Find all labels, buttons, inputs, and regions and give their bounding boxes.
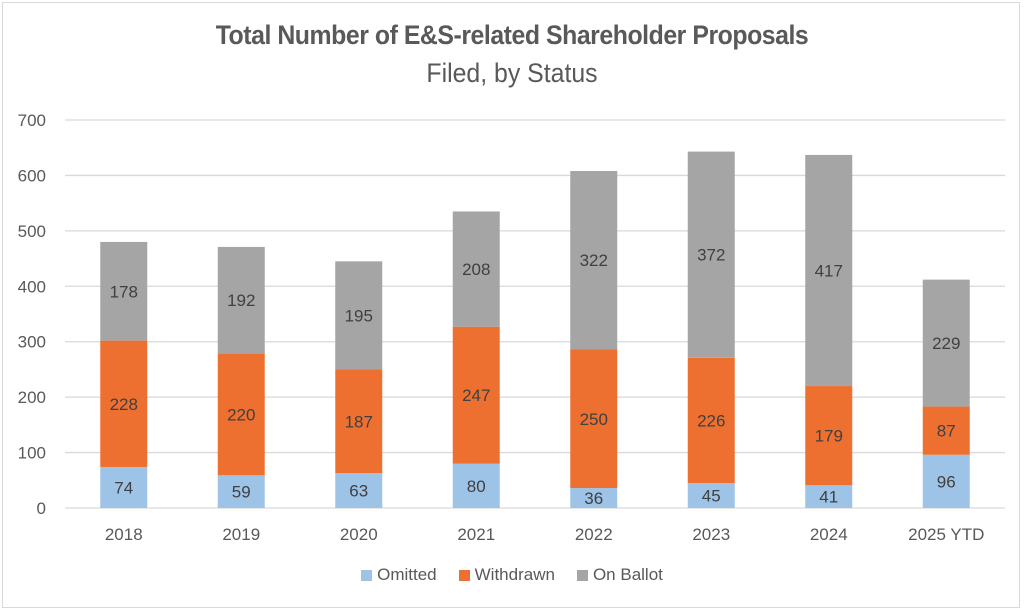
x-tick-label: 2022 (575, 525, 613, 544)
data-label-omitted: 96 (937, 472, 956, 491)
bar-omitted (687, 483, 735, 508)
y-tick-label: 600 (18, 166, 46, 185)
data-label-omitted: 41 (819, 488, 838, 507)
x-tick-label: 2018 (105, 525, 143, 544)
y-tick-label: 0 (37, 499, 46, 518)
x-tick-label: 2019 (222, 525, 260, 544)
data-label-on-ballot: 195 (345, 306, 373, 325)
bar-omitted (100, 466, 148, 508)
legend: Omitted Withdrawn On Ballot (0, 565, 1024, 585)
data-label-withdrawn: 226 (697, 411, 725, 430)
data-label-on-ballot: 372 (697, 246, 725, 265)
bar-on-ballot (100, 241, 148, 341)
data-label-withdrawn: 228 (110, 395, 138, 414)
data-label-omitted: 45 (702, 487, 721, 506)
data-label-omitted: 63 (349, 482, 368, 501)
bar-omitted (570, 488, 618, 508)
bar-on-ballot (452, 211, 500, 327)
y-tick-label: 100 (18, 444, 46, 463)
data-labels: 74 228 178 59 220 192 63 187 195 80 247 208 36 250 322… (110, 246, 961, 508)
y-tick-label: 500 (18, 222, 46, 241)
legend-item-withdrawn: Withdrawn (458, 565, 555, 585)
y-tick-label: 400 (18, 277, 46, 296)
bar-withdrawn (100, 340, 148, 467)
bar-omitted (922, 454, 970, 508)
y-axis-ticks: 0 100 200 300 400 500 600 700 (18, 111, 46, 518)
legend-item-omitted: Omitted (361, 565, 437, 585)
x-tick-label: 2025 YTD (908, 525, 984, 544)
legend-label-withdrawn: Withdrawn (474, 565, 555, 584)
data-label-on-ballot: 322 (580, 251, 608, 270)
data-label-withdrawn: 250 (580, 410, 608, 429)
data-label-on-ballot: 208 (462, 260, 490, 279)
data-label-on-ballot: 229 (932, 334, 960, 353)
legend-item-on-ballot: On Ballot (576, 565, 663, 585)
bar-omitted (452, 463, 500, 508)
data-label-omitted: 74 (114, 478, 133, 497)
x-axis-ticks: 2018 2019 2020 2021 2022 2023 2024 2025 YTD (105, 525, 985, 544)
chart-subtitle: Filed, by Status (426, 58, 598, 88)
x-tick-label: 2024 (810, 525, 848, 544)
bar-withdrawn (687, 357, 735, 484)
bar-omitted (805, 485, 853, 508)
bar-withdrawn (217, 353, 265, 476)
data-label-withdrawn: 247 (462, 386, 490, 405)
bar-omitted (217, 475, 265, 508)
data-label-omitted: 59 (232, 483, 251, 502)
bar-on-ballot (687, 151, 735, 358)
bars (100, 151, 970, 508)
bar-omitted (335, 473, 383, 508)
bar-withdrawn (922, 406, 970, 455)
data-label-withdrawn: 87 (937, 422, 956, 441)
bar-on-ballot (335, 261, 383, 370)
chart-title: Total Number of E&S-related Shareholder … (215, 20, 809, 50)
legend-swatch-withdrawn (458, 569, 470, 581)
x-tick-label: 2023 (692, 525, 730, 544)
bar-withdrawn (452, 326, 500, 464)
gridlines (65, 119, 1005, 509)
bar-on-ballot (922, 279, 970, 407)
bar-on-ballot (805, 154, 853, 387)
bar-on-ballot (570, 170, 618, 350)
y-tick-label: 200 (18, 388, 46, 407)
data-label-withdrawn: 187 (345, 412, 373, 431)
legend-swatch-omitted (361, 569, 373, 581)
y-tick-label: 700 (18, 111, 46, 130)
data-label-on-ballot: 417 (815, 261, 843, 280)
legend-swatch-on-ballot (576, 569, 588, 581)
bar-withdrawn (805, 386, 853, 486)
y-tick-label: 300 (18, 333, 46, 352)
data-label-on-ballot: 178 (110, 282, 138, 301)
data-label-omitted: 80 (467, 477, 486, 496)
data-label-withdrawn: 220 (227, 405, 255, 424)
x-tick-label: 2020 (340, 525, 378, 544)
legend-label-omitted: Omitted (377, 565, 437, 584)
x-tick-label: 2021 (457, 525, 495, 544)
data-label-on-ballot: 192 (227, 291, 255, 310)
data-label-omitted: 36 (584, 489, 603, 508)
bar-on-ballot (217, 246, 265, 354)
data-label-withdrawn: 179 (815, 427, 843, 446)
bar-withdrawn (570, 349, 618, 489)
legend-label-on-ballot: On Ballot (592, 565, 663, 584)
bar-withdrawn (335, 369, 383, 474)
